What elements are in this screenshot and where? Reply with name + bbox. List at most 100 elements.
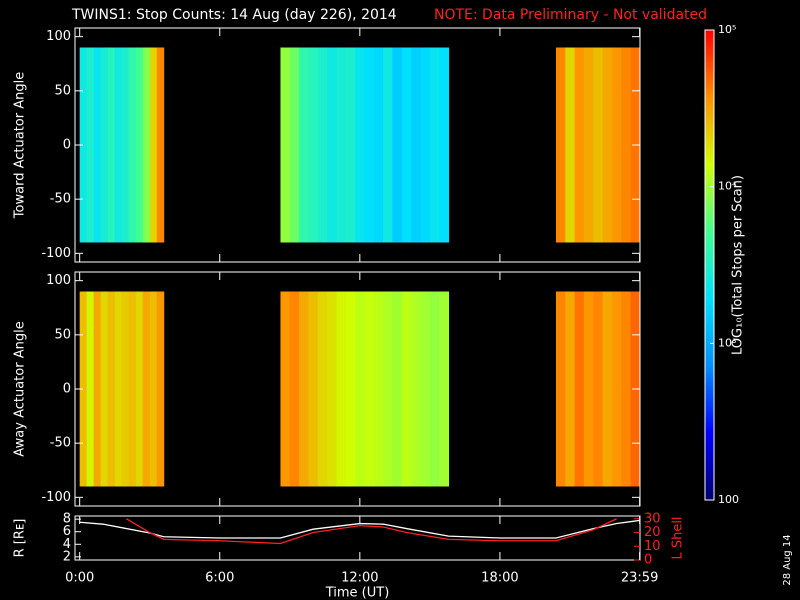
heatmap-cell [345,47,356,243]
heatmap-cell [555,47,566,243]
heatmap-cell [289,291,300,487]
plot-frame [74,515,641,561]
heatmap-cell [392,291,403,487]
heatmap-cell [327,291,337,487]
heatmap-cell [107,291,116,487]
y2-tick-label: 10 [644,539,661,554]
chart-title: TWINS1: Stop Counts: 14 Aug (day 226), 2… [71,7,397,23]
heatmap-cell [345,291,356,487]
heatmap-cell [317,291,328,487]
heatmap-cell [156,47,165,243]
heatmap-cell [336,47,347,243]
heatmap-cell [280,291,291,487]
heatmap-cell [114,47,123,243]
y-tick-label: 0 [63,382,71,397]
y-tick-label: 0 [63,138,71,153]
heatmap-cell [135,47,144,243]
heatmap-cell [373,47,384,243]
heatmap-cell [79,47,88,243]
heatmap-cell [593,291,604,487]
y2-tick-label: 20 [644,525,661,540]
heatmap-cell [149,47,158,243]
colorbar-label: LOG₁₀(Total Stops per Scan) [731,175,746,355]
heatmap-cell [611,291,622,487]
x-tick-label: 23:59 [621,571,658,586]
y-tick-label: -100 [41,246,71,261]
heatmap-cell [100,291,109,487]
heatmap-cell [299,47,309,243]
heatmap-cell [79,291,88,487]
heatmap-cell [411,47,422,243]
heatmap-cell [327,47,337,243]
heatmap-cell [317,47,328,243]
heatmap-cell [373,291,384,487]
heatmap-cell [392,47,403,243]
heatmap-cell [149,291,158,487]
chart-note: NOTE: Data Preliminary - Not validated [434,7,707,23]
heatmap-cell [439,47,450,243]
heatmap-cell [383,291,394,487]
heatmap-cell [121,47,130,243]
heatmap-cell [289,47,300,243]
heatmap-cell [401,291,412,487]
heatmap-cell [364,291,375,487]
heatmap-cell [364,47,375,243]
heatmap-cell [128,47,137,243]
heatmap-cell [420,291,431,487]
heatmap-cell [429,47,440,243]
heatmap-cell [308,47,319,243]
heatmap-cell [555,291,566,487]
y-tick-label: 8 [63,512,71,527]
heatmap-cell [565,47,576,243]
x-tick-label: 0:00 [65,571,94,586]
y2-tick-label: 30 [644,511,661,526]
axis-label: R [Rᴇ] [13,519,28,558]
heatmap-cell [93,291,102,487]
heatmap-cell [355,47,366,243]
heatmap-cell [100,47,109,243]
heatmap-cell [107,47,116,243]
y-tick-label: 2 [63,549,71,564]
annotation: 28 Aug 14 [782,534,793,585]
heatmap-cell [308,291,319,487]
y2-tick-label: 0 [644,553,652,568]
heatmap-cell [135,291,144,487]
heatmap-cell [429,291,440,487]
heatmap-cell [401,47,412,243]
y-tick-label: -100 [41,490,71,505]
x-tick-label: 12:00 [341,571,378,586]
y-tick-label: 6 [63,524,71,539]
heatmap-cell [602,291,613,487]
x-tick-label: 6:00 [205,571,234,586]
heatmap-cell [142,47,151,243]
heatmap-cell [355,291,366,487]
heatmap-cell [621,47,632,243]
colorbar-tick-label: 10⁴ [718,180,737,193]
colorbar-tick-label: 10⁵ [718,23,736,36]
heatmap-cell [86,291,95,487]
colorbar-tick-label: 10³ [718,336,736,349]
heatmap-cell [383,47,394,243]
heatmap-cell [621,291,632,487]
colorbar [704,29,715,501]
y-axis-label: Away Actuator Angle [13,321,28,456]
heatmap-cell [128,291,137,487]
heatmap-cell [583,291,594,487]
heatmap-cell [574,47,585,243]
heatmap-cell [93,47,102,243]
colorbar-tick-label: 100 [718,493,739,506]
y-tick-label: -50 [50,436,71,451]
heatmap-cell [583,47,594,243]
heatmap-cell [565,291,576,487]
heatmap-cell [121,291,130,487]
heatmap-cell [280,47,291,243]
axis-label: L Shell [671,516,686,559]
y-tick-label: 50 [54,83,71,98]
heatmap-cell [114,291,123,487]
heatmap-cell [299,291,309,487]
y-tick-label: 50 [54,327,71,342]
heatmap-cell [420,47,431,243]
x-tick-label: 18:00 [481,571,518,586]
heatmap-cell [439,291,450,487]
